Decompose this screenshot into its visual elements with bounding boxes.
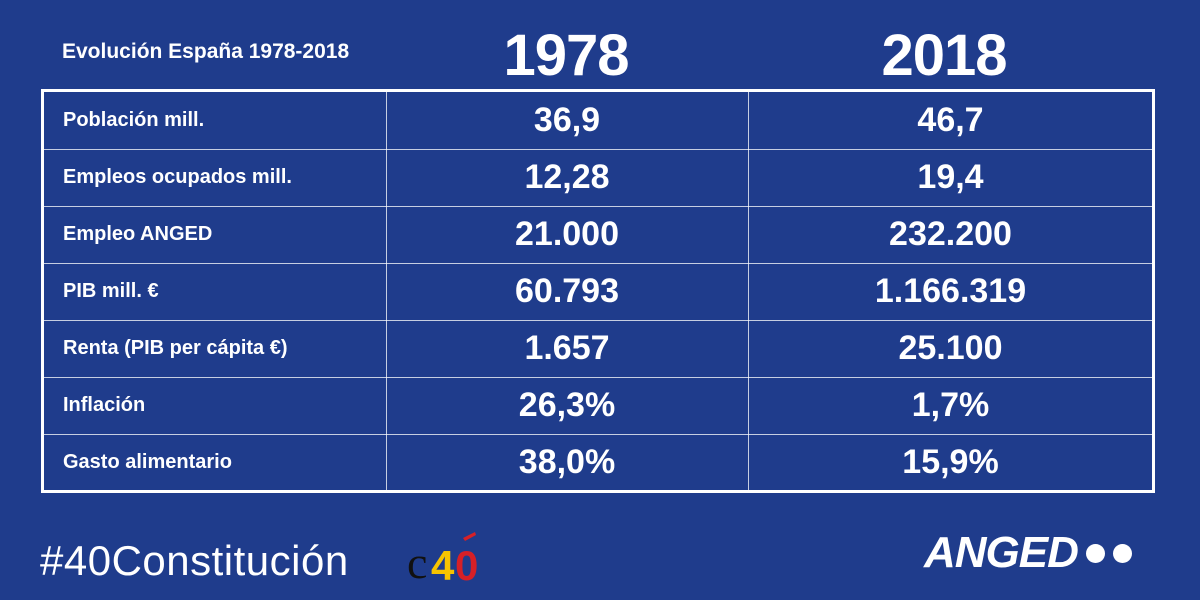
row-label: PIB mill. € — [63, 280, 159, 302]
logo-dot-icon — [1085, 543, 1105, 563]
row-label: Inflación — [63, 394, 146, 416]
table-row: Renta (PIB per cápita €) 1.657 25.100 — [44, 320, 1152, 378]
value-2018: 15,9% — [902, 443, 999, 481]
table-row: Empleos ocupados mill. 12,28 19,4 — [44, 149, 1152, 207]
year-2018-header: 2018 — [881, 23, 1007, 88]
svg-text:4: 4 — [431, 542, 455, 586]
value-2018: 1.166.319 — [874, 272, 1027, 310]
value-2018: 25.100 — [898, 329, 1003, 367]
hashtag-text: #40Constitución — [40, 537, 349, 584]
year-1978-header: 1978 — [503, 23, 629, 88]
anged-logo: ANGED — [924, 528, 1132, 578]
anged-brand-text: ANGED — [924, 528, 1079, 577]
value-1978: 60.793 — [515, 272, 619, 310]
value-1978: 38,0% — [518, 443, 616, 481]
value-1978: 12,28 — [524, 158, 610, 196]
row-label: Empleo ANGED — [63, 223, 213, 245]
value-2018: 1,7% — [911, 386, 990, 424]
value-2018: 232.200 — [889, 215, 1012, 253]
table-row: PIB mill. € 60.793 1.166.319 — [44, 263, 1152, 321]
value-1978: 36,9 — [533, 101, 601, 139]
table-row: Empleo ANGED 21.000 232.200 — [44, 206, 1152, 264]
value-1978: 21.000 — [515, 215, 619, 253]
table-row: Población mill. 36,9 46,7 — [44, 92, 1152, 150]
row-label: Gasto alimentario — [63, 451, 232, 473]
value-1978: 1.657 — [524, 329, 610, 367]
column-divider — [748, 92, 749, 490]
logo-dot-icon — [1112, 543, 1132, 563]
comparison-table: Población mill. 36,9 46,7 Empleos ocupad… — [41, 89, 1155, 493]
svg-text:0: 0 — [455, 542, 478, 586]
value-1978: 26,3% — [518, 386, 616, 424]
value-2018: 46,7 — [917, 101, 984, 139]
table-row: Inflación 26,3% 1,7% — [44, 377, 1152, 435]
value-2018: 19,4 — [917, 158, 984, 196]
c40-constitution-logo: c 4 0 — [407, 532, 478, 586]
column-divider — [386, 92, 387, 490]
svg-text:c: c — [407, 537, 427, 586]
row-label: Población mill. — [63, 109, 205, 131]
row-label: Renta (PIB per cápita €) — [63, 337, 288, 359]
row-label: Empleos ocupados mill. — [63, 166, 292, 188]
header-title: Evolución España 1978-2018 — [62, 40, 350, 63]
table-row: Gasto alimentario 38,0% 15,9% — [44, 434, 1152, 491]
